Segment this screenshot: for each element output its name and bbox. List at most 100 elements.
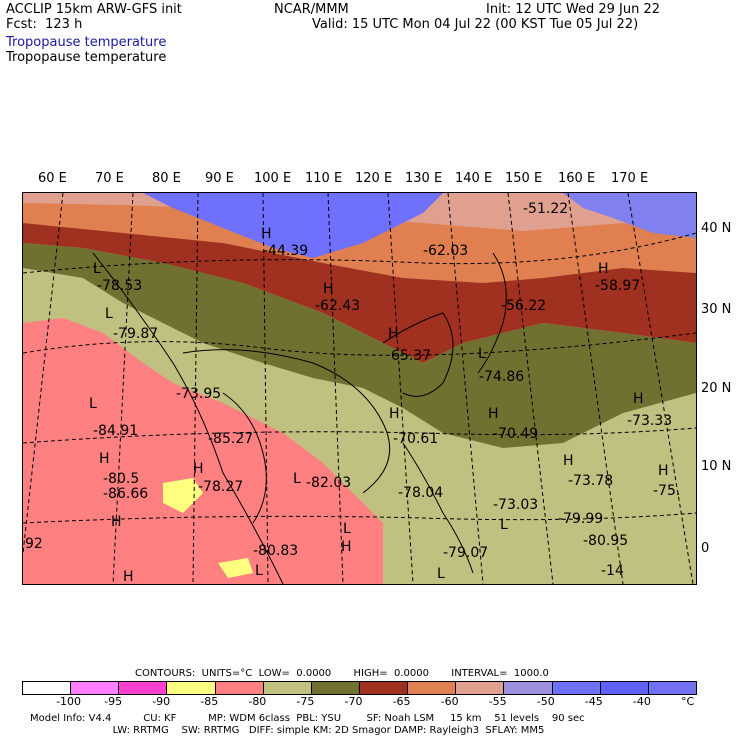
- high-marker: H: [633, 391, 644, 407]
- longitude-label: 100 E: [254, 171, 292, 186]
- legend-swatch: [167, 682, 216, 694]
- legend-tick-label: -65: [392, 695, 411, 708]
- longitude-label: 150 E: [505, 171, 543, 186]
- extremum-value-label: -44.39: [263, 243, 308, 259]
- legend-tick-label: -50: [536, 695, 555, 708]
- low-marker: L: [500, 517, 508, 533]
- extremum-value-label: -78.27: [198, 479, 243, 495]
- center-label: NCAR/MMM: [274, 2, 349, 17]
- high-marker: H: [563, 453, 574, 469]
- longitude-label: 80 E: [152, 171, 181, 186]
- legend-swatch: [552, 682, 601, 694]
- extremum-value-label: -78.04: [398, 485, 443, 501]
- extremum-value-label: -79.99: [558, 511, 603, 527]
- extremum-value-label: -73.78: [568, 473, 613, 489]
- legend-swatch: [119, 682, 168, 694]
- longitude-label: 160 E: [558, 171, 596, 186]
- extremum-value-label: -73.95: [176, 386, 221, 402]
- high-marker: H: [658, 463, 669, 479]
- longitude-label: 90 E: [205, 171, 234, 186]
- extremum-value-label: -86.66: [103, 486, 148, 502]
- extremum-value-label: -70.49: [493, 426, 538, 442]
- model-info-line1: Model Info: V4.4 CU: KF MP: WDM 6class P…: [30, 713, 585, 724]
- extremum-value-label: -14: [601, 563, 624, 579]
- contours-info: CONTOURS: UNITS=°C LOW= 0.0000 HIGH= 0.0…: [135, 668, 549, 679]
- legend-tick-label: -80: [248, 695, 267, 708]
- high-marker: H: [323, 281, 334, 297]
- legend-swatch: [71, 682, 120, 694]
- longitude-label: 140 E: [455, 171, 493, 186]
- extremum-value-label: -79.87: [113, 326, 158, 342]
- latitude-label: 0: [701, 541, 710, 556]
- map-canvas: -51.22H-44.39 -62.03L-78.53H-58.97H-62.43…: [23, 193, 696, 584]
- latitude-label: 10 N: [701, 459, 732, 474]
- high-marker: H: [341, 539, 352, 555]
- extremum-value-label: -85.27: [208, 431, 253, 447]
- low-marker: L: [93, 261, 101, 277]
- forecast-hour: Fcst: 123 h: [6, 17, 83, 32]
- extremum-value-label: 92: [25, 536, 43, 552]
- extremum-value-label: -56.22: [501, 298, 546, 314]
- longitude-label: 110 E: [305, 171, 343, 186]
- longitude-label: 170 E: [611, 171, 649, 186]
- legend-swatch: [311, 682, 360, 694]
- extremum-value-label: -75.: [653, 483, 680, 499]
- init-time: Init: 12 UTC Wed 29 Jun 22: [486, 2, 661, 17]
- low-marker: L: [437, 566, 445, 582]
- legend-tick-label: -40: [632, 695, 651, 708]
- map-panel: -51.22 H -44.39 -62.03 L -78.53 H -58.97 H -62.43…: [22, 192, 697, 585]
- high-marker: H: [488, 406, 499, 422]
- extremum-value-label: -80.95: [583, 533, 628, 549]
- latitude-label: 40 N: [701, 221, 732, 236]
- extremum-value-label: -84.91: [93, 423, 138, 439]
- legend-swatch: [263, 682, 312, 694]
- legend-tick-label: -55: [488, 695, 507, 708]
- extremum-value-label: -82.03: [306, 475, 351, 491]
- extremum-value-label: -80.5: [103, 471, 139, 487]
- extremum-value-label: -73.03: [493, 497, 538, 513]
- legend-tick-label: -60: [440, 695, 459, 708]
- longitude-label: 130 E: [405, 171, 443, 186]
- extremum-value-label: -62.43: [315, 298, 360, 314]
- model-info-line2: LW: RRTMG SW: RRTMG DIFF: simple KM: 2D …: [30, 725, 545, 736]
- high-marker: H: [111, 514, 122, 530]
- extremum-value-label: -58.97: [595, 278, 640, 294]
- high-marker: H: [193, 461, 204, 477]
- legend-swatch: [408, 682, 457, 694]
- field-title-shaded: Tropopause temperature: [6, 35, 167, 50]
- color-legend-bar: [22, 681, 697, 695]
- extremum-value-label: -80.83: [253, 543, 298, 559]
- legend-swatch: [215, 682, 264, 694]
- low-marker: L: [478, 346, 486, 362]
- legend-tick-label: -75: [296, 695, 315, 708]
- low-marker: L: [255, 563, 263, 579]
- legend-swatch: [504, 682, 553, 694]
- legend-tick-label: -90: [152, 695, 171, 708]
- extremum-value-label: -79.07: [443, 545, 488, 561]
- extremum-value-label: -51.22: [523, 201, 568, 217]
- valid-time: Valid: 15 UTC Mon 04 Jul 22 (00 KST Tue …: [312, 17, 639, 32]
- extremum-value-label: -78.53: [97, 278, 142, 294]
- extremum-value-label: -70.61: [393, 431, 438, 447]
- legend-tick-label: -95: [104, 695, 123, 708]
- longitude-label: 120 E: [355, 171, 393, 186]
- legend-swatch: [23, 682, 72, 694]
- extremum-value-label: 65.37: [391, 348, 431, 364]
- legend-tick-label: -70: [344, 695, 363, 708]
- legend-swatch: [648, 682, 696, 694]
- legend-tick-label: -85: [200, 695, 219, 708]
- field-title-contour: Tropopause temperature: [6, 50, 167, 65]
- legend-swatch: [359, 682, 409, 694]
- low-marker: L: [105, 306, 113, 322]
- high-marker: H: [261, 226, 272, 242]
- legend-tick-label: -100: [56, 695, 82, 708]
- legend-swatch: [456, 682, 505, 694]
- high-marker: H: [598, 261, 609, 277]
- latitude-label: 20 N: [701, 381, 732, 396]
- low-marker: L: [293, 471, 301, 487]
- high-marker: H: [388, 326, 399, 342]
- high-marker: H: [123, 569, 134, 584]
- high-marker: H: [99, 451, 110, 467]
- legend-swatch: [600, 682, 649, 694]
- extremum-value-label: -74.86: [479, 369, 524, 385]
